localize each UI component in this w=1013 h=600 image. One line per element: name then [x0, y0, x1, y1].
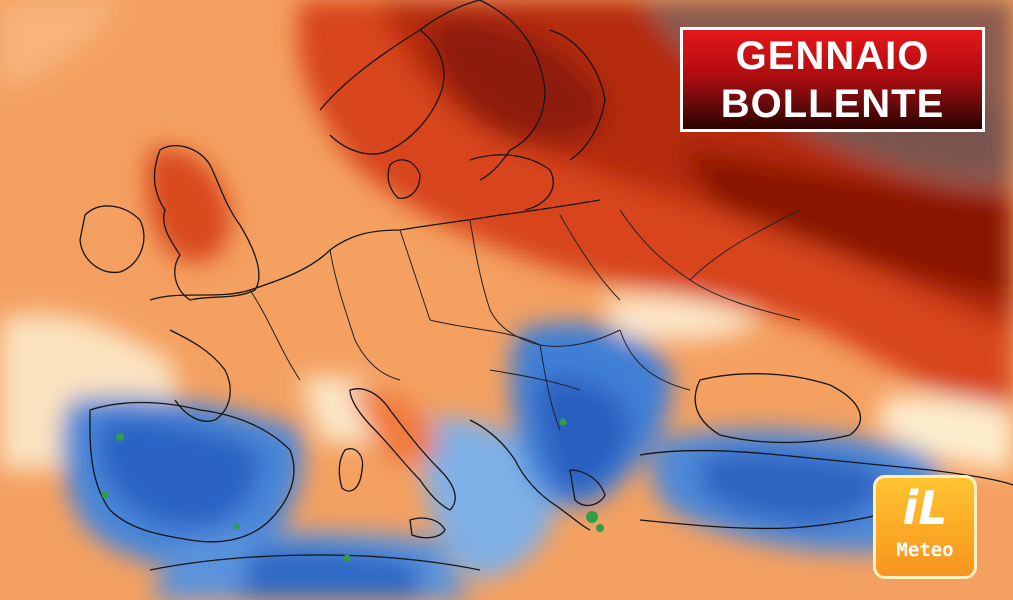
logo-name: Meteo	[896, 539, 954, 561]
headline-line-2: BOLLENTE	[720, 81, 945, 126]
green-marker	[586, 511, 598, 523]
green-markers	[101, 418, 604, 562]
country-borders-inner	[249, 209, 801, 431]
headline-line-1: GENNAIO	[735, 33, 930, 78]
green-marker	[234, 524, 240, 530]
green-marker	[559, 418, 567, 426]
coastlines	[79, 0, 1013, 571]
ilmeteo-logo: iL Meteo	[873, 475, 977, 579]
green-marker	[343, 554, 351, 562]
green-marker	[116, 433, 124, 441]
logo-mark: iL	[902, 481, 948, 535]
green-marker	[101, 491, 109, 499]
headline-banner: GENNAIO BOLLENTE	[680, 27, 985, 132]
green-marker	[596, 524, 604, 532]
